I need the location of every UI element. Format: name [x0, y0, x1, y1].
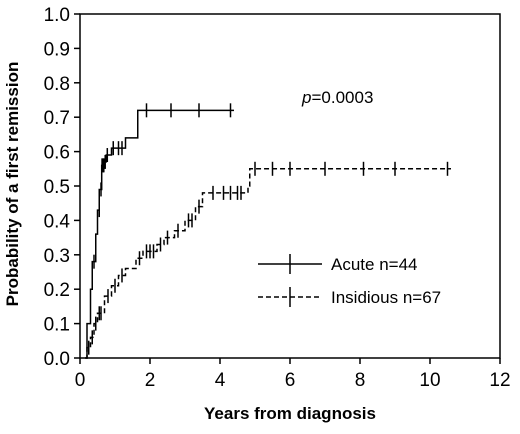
legend-label-acute: Acute n=44: [331, 255, 418, 274]
x-tick-label: 6: [285, 370, 296, 391]
x-axis-ticks: 0 2 4 6 8 10 12: [75, 358, 511, 391]
y-tick-label: 0.4: [44, 211, 71, 232]
p-value-text: =0.0003: [311, 88, 373, 107]
x-tick-label: 4: [215, 370, 226, 391]
y-tick-label: 0.6: [44, 143, 70, 164]
p-value-italic: p: [301, 88, 311, 107]
y-tick-label: 0.9: [44, 39, 70, 60]
y-tick-label: 0.5: [44, 177, 70, 198]
y-tick-label: 0.8: [44, 74, 70, 95]
y-tick-label: 0.7: [44, 108, 70, 129]
x-tick-label: 12: [489, 370, 510, 391]
x-tick-label: 2: [145, 370, 156, 391]
p-value-annotation: p=0.0003: [301, 88, 373, 107]
legend-label-insidious: Insidious n=67: [331, 288, 441, 307]
y-axis-title: Probability of a first remission: [3, 62, 22, 307]
series-line-acute: [85, 109, 234, 359]
y-tick-label: 0.2: [44, 280, 70, 301]
y-tick-label: 0.3: [44, 246, 70, 267]
y-tick-label: 0.1: [44, 315, 70, 336]
legend: Acute n=44 Insidious n=67: [258, 254, 441, 307]
series-layer: [85, 103, 451, 359]
x-tick-label: 0: [75, 370, 86, 391]
y-tick-label: 0.0: [44, 349, 70, 370]
x-tick-label: 8: [355, 370, 366, 391]
y-tick-label: 1.0: [44, 5, 70, 26]
x-tick-label: 10: [419, 370, 440, 391]
x-axis-title: Years from diagnosis: [204, 404, 376, 423]
y-axis-ticks: 0.0 0.1 0.2 0.3 0.4 0.5 0.6 0.7 0.8 0.9 1.0: [44, 5, 80, 370]
